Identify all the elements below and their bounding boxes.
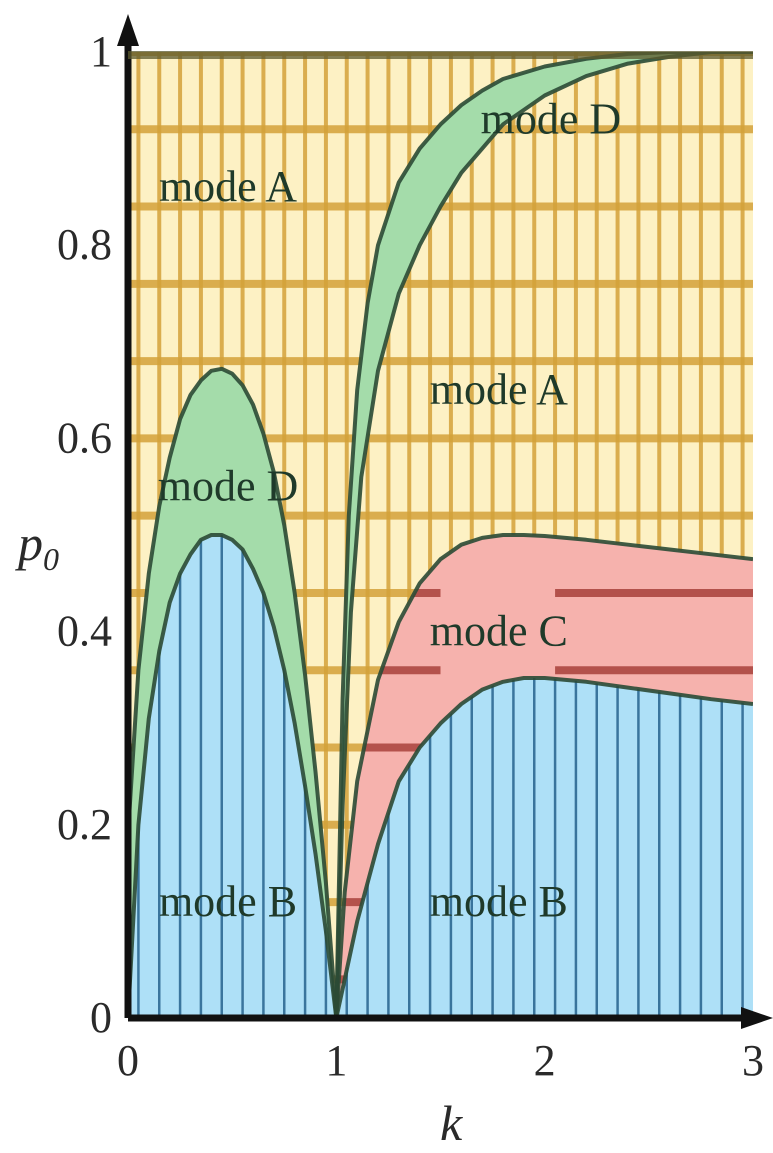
- x-axis-arrow: [741, 1007, 773, 1029]
- axes: [117, 14, 773, 1029]
- region-label: mode D: [158, 462, 299, 511]
- y-axis-label: p0: [15, 515, 59, 577]
- x-tick-label: 3: [742, 1036, 764, 1085]
- boundary-left-lower: [128, 533, 339, 1018]
- x-tick-label: 0: [117, 1036, 139, 1085]
- x-axis-label: k: [440, 1095, 463, 1151]
- boundary-left-upper: [128, 366, 339, 1018]
- y-tick-label: 1: [90, 27, 112, 76]
- region-label: mode A: [430, 365, 568, 414]
- boundary-right-lower: [334, 676, 753, 1018]
- x-tick-labels: 0 1 2 3: [117, 1036, 764, 1085]
- y-tick-label: 0.8: [57, 220, 112, 269]
- y-axis-label-subscript: 0: [43, 541, 59, 577]
- y-tick-labels: 0 0.2 0.4 0.6 0.8 1: [57, 27, 112, 1042]
- region-label: mode D: [481, 95, 622, 144]
- y-axis-arrow: [117, 14, 139, 46]
- boundary-right-middle: [334, 533, 753, 1018]
- region-label: mode B: [430, 877, 568, 926]
- y-tick-label: 0: [90, 993, 112, 1042]
- plot-area: [128, 52, 753, 1018]
- x-tick-label: 1: [325, 1036, 347, 1085]
- region-label: mode C: [430, 607, 568, 656]
- region-mode-b-right: [336, 678, 753, 1018]
- mode-regions: [128, 52, 753, 1018]
- y-tick-label: 0.6: [57, 413, 112, 462]
- region-label: mode B: [159, 877, 297, 926]
- region-label: mode A: [159, 162, 297, 211]
- boundary-right-upper: [334, 52, 753, 1018]
- x-tick-label: 2: [534, 1036, 556, 1085]
- y-tick-label: 0.4: [57, 607, 112, 656]
- y-axis-label-main: p: [15, 515, 43, 571]
- region-labels: mode A mode D mode A mode D mode C mode B mode…: [158, 95, 621, 926]
- region-mode-c-right: [336, 535, 753, 1018]
- y-tick-label: 0.2: [57, 800, 112, 849]
